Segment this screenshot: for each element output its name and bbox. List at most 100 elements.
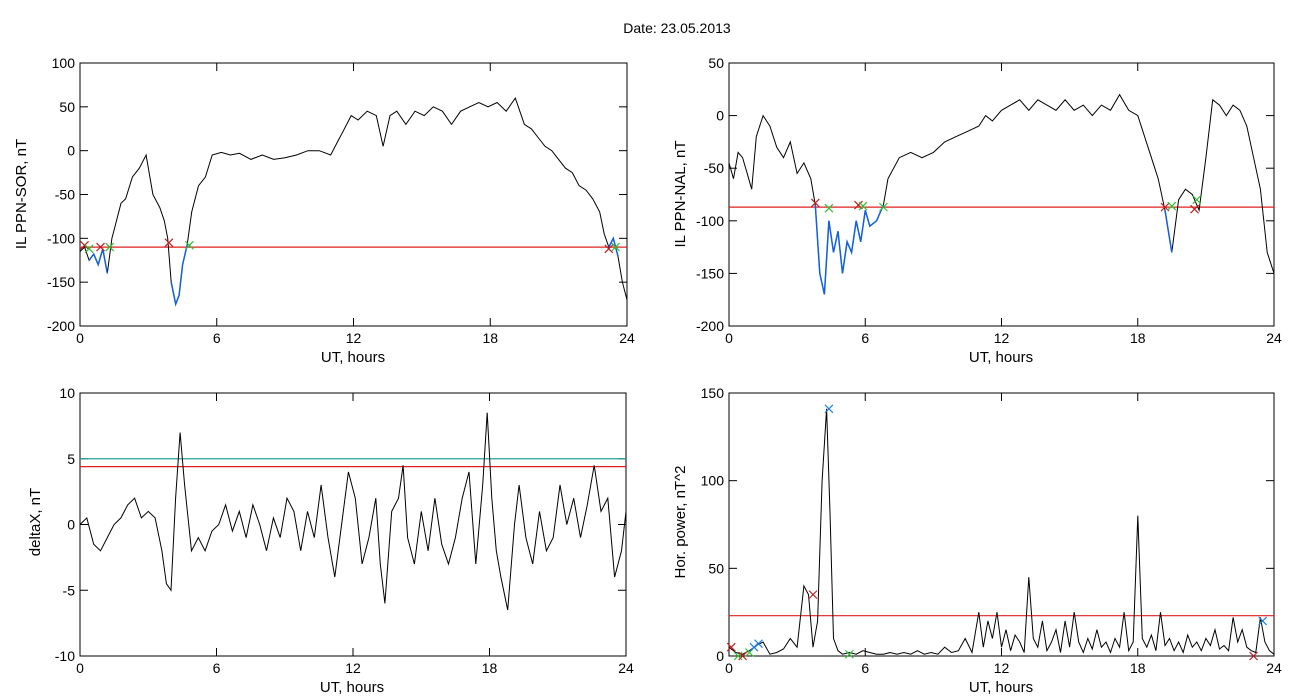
panel-sor-highlight-segment (88, 248, 109, 274)
panel-sor-marker-green (84, 244, 94, 254)
panel-nal-marker-red (810, 198, 820, 208)
panel-deltax-ytick-label: -5 (63, 582, 76, 598)
panel-deltax-xtick-label: 24 (618, 660, 634, 676)
panel-power-ytick-label: 100 (701, 473, 725, 489)
panel-sor-marker-red (96, 242, 105, 252)
panel-sor-marker-stroke (164, 238, 174, 248)
panel-sor-xtick-label: 18 (482, 330, 498, 346)
panel-sor: IL PPN-SOR, nT UT, hours 0 6 12 18 24100500-… (13, 55, 635, 366)
panel-power-xtick-label: 0 (725, 660, 733, 676)
panel-nal-marker-green (1167, 201, 1177, 211)
panel-nal-ylabel: IL PPN-NAL, nT (672, 141, 689, 248)
panel-nal-highlight-segment (814, 204, 885, 295)
panel-power-ytick-label: 50 (708, 560, 724, 576)
panel-sor-marker-red (164, 238, 174, 248)
panel-sor-xtick-label: 24 (619, 330, 635, 346)
panel-power: Hor. power, nT^2 UT, hours 0 6 12 18 24 150 10… (672, 385, 1282, 696)
panel-sor-xtick-label: 0 (76, 330, 84, 346)
panel-deltax-ytick-label: 10 (59, 385, 75, 401)
panel-nal-ytick-label: -50 (704, 160, 724, 176)
panel-sor-ytick-label: -200 (47, 318, 75, 334)
panel-sor-ytick-label: -50 (55, 187, 75, 203)
panel-nal-marker-green (878, 202, 888, 212)
panel-nal-marker-green (1192, 195, 1202, 205)
panel-nal-highlight-segment (1164, 210, 1173, 253)
figure-title: Date: 23.05.2013 (623, 20, 731, 36)
panel-power-marker-stroke (754, 639, 763, 649)
panel-sor-marker-stroke (105, 242, 115, 252)
panel-power-marker-stroke (808, 590, 818, 600)
panel-deltax-series-line (79, 412, 627, 611)
panel-nal-marker-red (1190, 204, 1199, 214)
panel-nal-marker-stroke (854, 200, 863, 210)
panel-nal-xlabel: UT, hours (969, 349, 1033, 366)
panel-nal-xtick-label: 6 (861, 330, 869, 346)
panel-sor-xlabel: UT, hours (321, 349, 385, 366)
panel-sor-marker-green (184, 240, 194, 250)
panel-power-ylabel: Hor. power, nT^2 (672, 466, 689, 579)
panel-deltax: deltaX, nT UT, hours 0 6 12 18 24 10 5 0 -5 -10 (27, 385, 634, 696)
panel-deltax-xtick-label: 12 (345, 660, 361, 676)
panel-sor-ytick-label: -100 (47, 230, 75, 246)
panel-power-marker-blue (749, 642, 759, 652)
panel-nal-xtick-label: 0 (725, 330, 733, 346)
panel-sor-marker-red (80, 240, 89, 250)
panel-sor-marker-red (604, 244, 614, 254)
panel-nal-xtick-label: 12 (994, 330, 1010, 346)
panel-sor-series-line (79, 97, 628, 306)
panel-deltax-xtick-label: 0 (76, 660, 84, 676)
panel-deltax-xtick-label: 18 (482, 660, 498, 676)
panel-power-xtick-label: 24 (1266, 660, 1282, 676)
panel-power-marker-stroke (844, 649, 854, 659)
panel-deltax-ytick-label: 0 (67, 517, 75, 533)
panel-nal-marker-green (858, 201, 868, 211)
panel-nal-ytick-label: 0 (716, 108, 724, 124)
panel-power-marker-red (1249, 651, 1258, 661)
panel-nal-marker-stroke (1167, 201, 1177, 211)
panel-power-xtick-label: 18 (1130, 660, 1146, 676)
panel-deltax-xtick-label: 6 (213, 660, 221, 676)
panel-sor-ytick-label: 50 (59, 99, 75, 115)
panel-sor-marker-stroke (184, 240, 194, 250)
panel-nal-series-line (728, 93, 1275, 295)
panel-nal-marker-stroke (878, 202, 888, 212)
panel-sor-marker-green (611, 242, 621, 252)
panel-nal-xtick-label: 24 (1266, 330, 1282, 346)
panel-sor-ytick-label: 100 (52, 55, 76, 71)
panel-power-marker-stroke (749, 642, 759, 652)
panel-nal-marker-green (824, 203, 834, 213)
panel-nal-ytick-label: -100 (696, 213, 724, 229)
panel-nal-ytick-label: -200 (696, 318, 724, 334)
panel-power-marker-stroke (1249, 651, 1258, 661)
panel-nal-xtick-label: 18 (1130, 330, 1146, 346)
panel-power-marker-red (726, 642, 736, 652)
panel-sor-marker-stroke (611, 242, 621, 252)
panel-sor-highlight-segment (170, 245, 188, 307)
panel-nal-marker-stroke (1160, 202, 1170, 212)
panel-power-marker-blue (824, 404, 834, 414)
panel-power-marker-blue (1258, 616, 1268, 626)
panel-sor-marker-stroke (84, 244, 94, 254)
panel-nal-ytick-label: -150 (696, 265, 724, 281)
panel-nal-marker-stroke (1192, 195, 1202, 205)
panel-deltax-ylabel: deltaX, nT (27, 488, 44, 556)
panel-sor-ylabel: IL PPN-SOR, nT (13, 139, 30, 249)
panel-power-marker-stroke (726, 642, 736, 652)
panel-deltax-ytick-label: 5 (67, 451, 75, 467)
panel-deltax-frame (79, 392, 627, 657)
panel-power-ytick-label: 150 (701, 385, 725, 401)
panel-nal-marker-stroke (858, 201, 868, 211)
panel-nal: IL PPN-NAL, nT UT, hours 0 6 12 18 24 50 0 -50 -… (672, 55, 1282, 366)
panel-power-xtick-label: 12 (994, 660, 1010, 676)
panel-deltax-ytick-label: -10 (55, 648, 75, 664)
panel-power-marker-stroke (1258, 616, 1268, 626)
panel-sor-frame (79, 62, 628, 327)
panel-sor-ytick-label: -150 (47, 274, 75, 290)
panel-sor-xtick-label: 12 (346, 330, 362, 346)
panel-power-marker-stroke (824, 404, 834, 414)
panel-sor-marker-stroke (80, 240, 89, 250)
panel-sor-marker-stroke (604, 244, 614, 254)
panel-nal-marker-stroke (810, 198, 820, 208)
panel-deltax-xlabel: UT, hours (320, 679, 384, 696)
